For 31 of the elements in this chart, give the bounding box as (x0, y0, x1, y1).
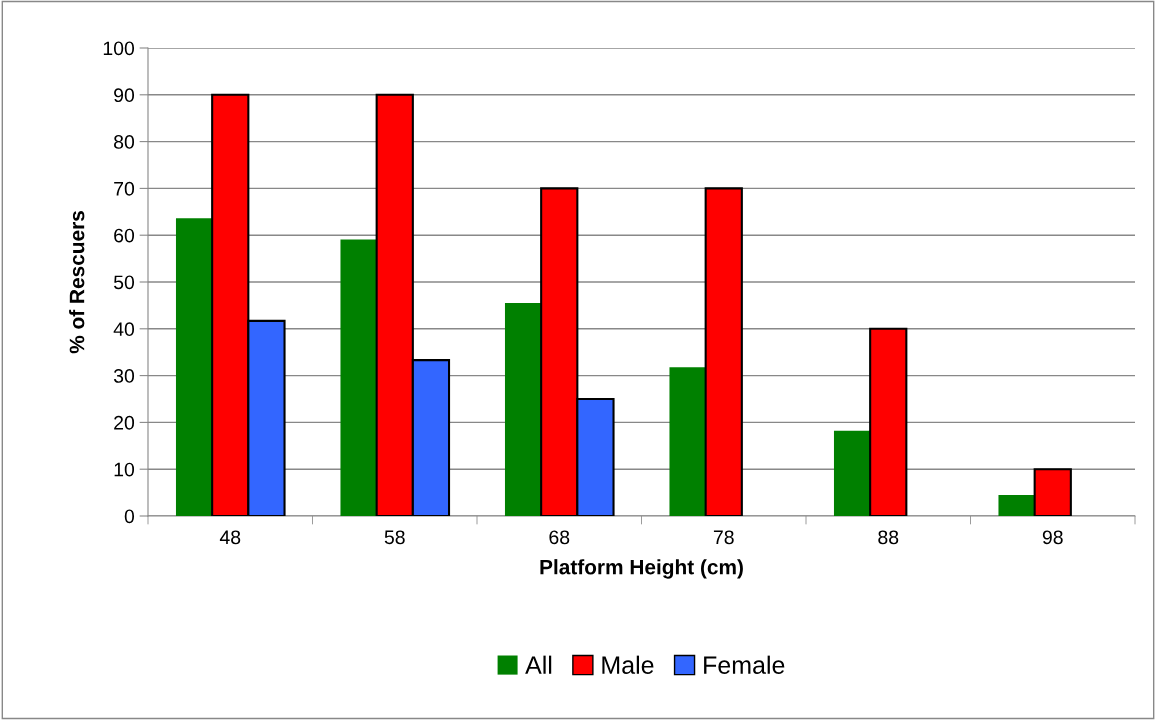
bar (998, 494, 1035, 516)
bar (504, 303, 542, 516)
bar (669, 367, 706, 516)
bar (175, 218, 213, 516)
y-tick-label: 60 (114, 228, 135, 243)
y-tick-label: 0 (124, 509, 135, 524)
x-tick-label: 88 (878, 530, 899, 545)
y-tick-label: 90 (114, 88, 135, 103)
bar (869, 327, 908, 516)
x-tick-label: 78 (713, 530, 734, 545)
bar (340, 239, 377, 516)
y-tick-label: 70 (114, 181, 135, 196)
legend-label: Male (602, 655, 654, 674)
y-tick-label: 40 (113, 322, 135, 337)
legend-label: All (525, 655, 552, 674)
x-tick-label: 48 (219, 530, 241, 545)
y-tick-label: 10 (114, 462, 135, 477)
x-tick-label: 98 (1042, 530, 1063, 545)
bar (704, 187, 743, 516)
x-tick-label: 58 (384, 530, 405, 545)
bar (1033, 468, 1072, 516)
legend-label: Female (704, 655, 785, 674)
bar (833, 430, 871, 516)
y-tick-label: 100 (103, 41, 135, 56)
y-tick-label: 80 (114, 135, 135, 149)
x-axis-title: Platform Height (cm) (540, 559, 743, 579)
x-tick-label: 68 (549, 530, 570, 545)
y-tick-label: 30 (113, 369, 135, 383)
y-tick-label: 20 (114, 415, 135, 430)
y-tick-label: 50 (113, 275, 135, 290)
y-axis-title: % of Rescuers (69, 211, 85, 354)
